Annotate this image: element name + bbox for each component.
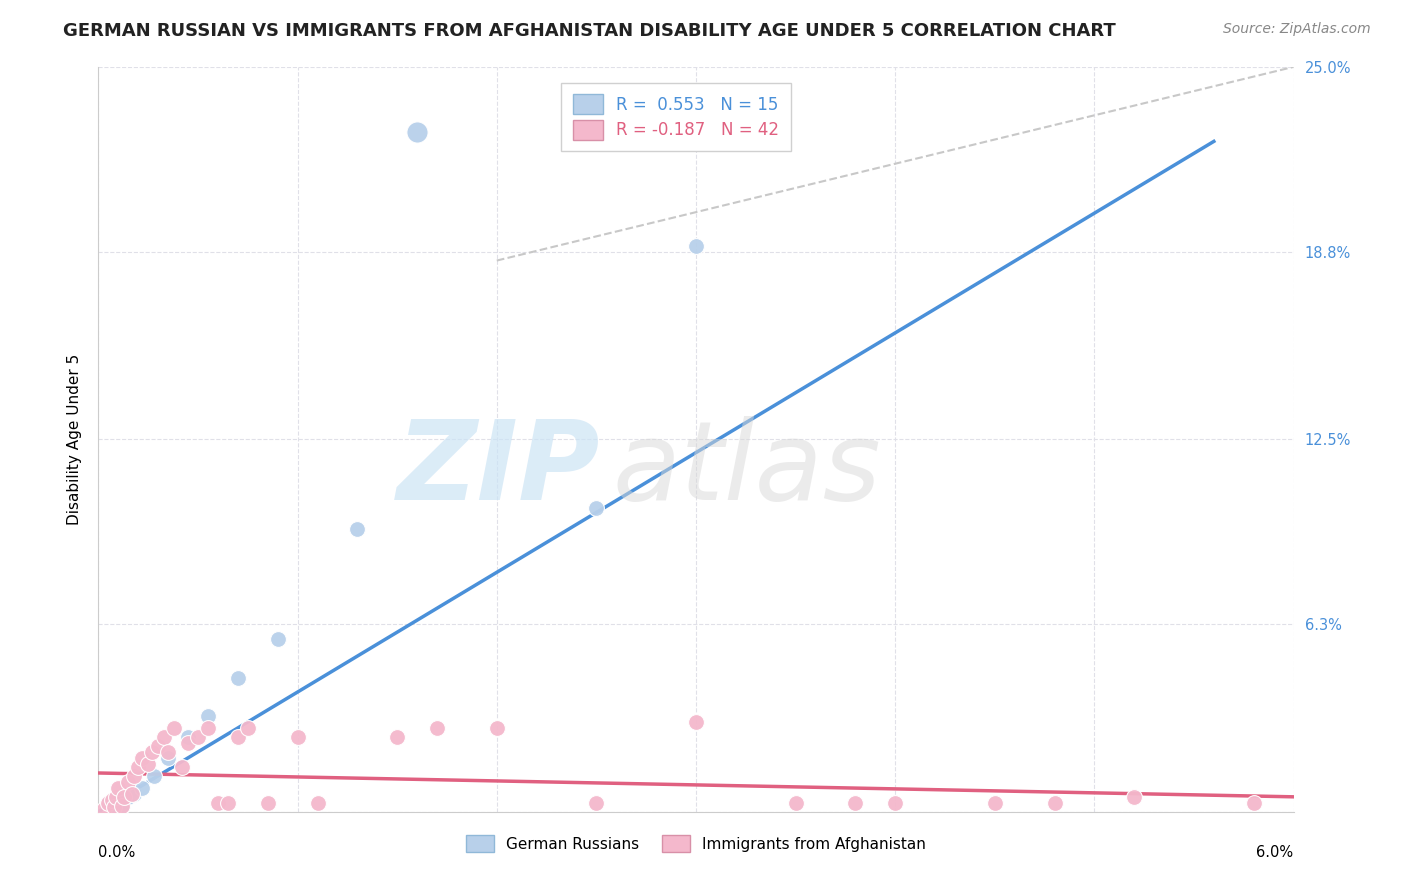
Point bbox=[124, 769, 146, 783]
Point bbox=[485, 721, 508, 735]
Text: 0.0%: 0.0% bbox=[98, 846, 135, 860]
Point bbox=[177, 730, 200, 744]
Point bbox=[117, 789, 139, 804]
Point bbox=[111, 798, 134, 813]
Point bbox=[187, 730, 209, 744]
Point bbox=[785, 796, 807, 810]
Point bbox=[117, 775, 139, 789]
Point bbox=[267, 632, 290, 646]
Point bbox=[172, 760, 194, 774]
Point bbox=[143, 769, 166, 783]
Point bbox=[157, 751, 180, 765]
Point bbox=[141, 745, 163, 759]
Point bbox=[163, 721, 186, 735]
Point bbox=[884, 796, 907, 810]
Point bbox=[107, 793, 129, 807]
Point bbox=[217, 796, 239, 810]
Point bbox=[153, 730, 176, 744]
Point bbox=[685, 238, 707, 252]
Point bbox=[226, 730, 249, 744]
Point bbox=[97, 796, 120, 810]
Text: GERMAN RUSSIAN VS IMMIGRANTS FROM AFGHANISTAN DISABILITY AGE UNDER 5 CORRELATION: GERMAN RUSSIAN VS IMMIGRANTS FROM AFGHAN… bbox=[63, 22, 1116, 40]
Point bbox=[177, 736, 200, 750]
Text: 6.0%: 6.0% bbox=[1257, 846, 1294, 860]
Point bbox=[197, 709, 219, 723]
Point bbox=[585, 796, 607, 810]
Point bbox=[136, 757, 159, 772]
Point bbox=[112, 789, 135, 804]
Y-axis label: Disability Age Under 5: Disability Age Under 5 bbox=[67, 354, 83, 524]
Point bbox=[124, 787, 146, 801]
Point bbox=[844, 796, 866, 810]
Point bbox=[197, 721, 219, 735]
Point bbox=[121, 787, 143, 801]
Point bbox=[685, 715, 707, 730]
Point bbox=[131, 751, 153, 765]
Point bbox=[107, 780, 129, 795]
Legend: German Russians, Immigrants from Afghanistan: German Russians, Immigrants from Afghani… bbox=[458, 827, 934, 860]
Point bbox=[1243, 796, 1265, 810]
Point bbox=[226, 671, 249, 685]
Point bbox=[207, 796, 229, 810]
Point bbox=[148, 739, 170, 754]
Point bbox=[346, 522, 368, 536]
Point bbox=[111, 798, 134, 813]
Point bbox=[105, 789, 128, 804]
Point bbox=[287, 730, 309, 744]
Point bbox=[1043, 796, 1066, 810]
Point bbox=[103, 800, 125, 814]
Point bbox=[131, 780, 153, 795]
Point bbox=[1123, 789, 1146, 804]
Point bbox=[426, 721, 449, 735]
Point bbox=[406, 125, 429, 139]
Text: atlas: atlas bbox=[613, 416, 882, 523]
Point bbox=[103, 800, 125, 814]
Point bbox=[385, 730, 409, 744]
Point bbox=[101, 793, 124, 807]
Point bbox=[307, 796, 329, 810]
Text: Source: ZipAtlas.com: Source: ZipAtlas.com bbox=[1223, 22, 1371, 37]
Text: ZIP: ZIP bbox=[396, 416, 600, 523]
Point bbox=[97, 796, 120, 810]
Point bbox=[984, 796, 1007, 810]
Point bbox=[157, 745, 180, 759]
Point bbox=[127, 760, 149, 774]
Point bbox=[93, 802, 115, 816]
Point bbox=[256, 796, 278, 810]
Point bbox=[236, 721, 259, 735]
Point bbox=[585, 500, 607, 515]
